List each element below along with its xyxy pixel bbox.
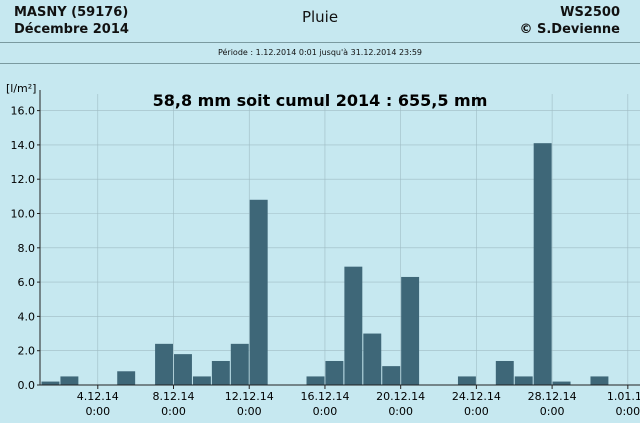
y-tick-label: 14.0 — [11, 139, 36, 152]
device-name: WS2500 — [560, 5, 620, 20]
y-tick-label: 16.0 — [11, 105, 36, 118]
y-tick-label: 0.0 — [18, 379, 36, 392]
bar — [344, 266, 363, 385]
bar — [230, 343, 249, 385]
y-tick-label: 2.0 — [18, 345, 36, 358]
bar — [363, 333, 382, 385]
x-tick-label: 24.12.14 — [452, 390, 501, 403]
period-month: Décembre 2014 — [14, 22, 129, 37]
y-tick-label: 12.0 — [11, 173, 36, 186]
bar — [533, 143, 552, 385]
x-tick-label: 16.12.14 — [300, 390, 349, 403]
y-tick-label: 8.0 — [18, 242, 36, 255]
bar — [60, 376, 79, 385]
x-tick-label: 4.12.14 — [77, 390, 119, 403]
period-bar: Période : 1.12.2014 0:01 jusqu'à 31.12.2… — [0, 42, 640, 64]
bar — [306, 376, 325, 385]
x-tick-time: 0:00 — [615, 405, 640, 418]
bar — [457, 376, 476, 385]
station-name: MASNY (59176) — [14, 5, 129, 20]
bar — [192, 376, 211, 385]
bar — [155, 343, 174, 385]
bar — [325, 360, 344, 385]
bar — [174, 354, 192, 385]
chart-header: MASNY (59176) Décembre 2014 Pluie WS2500… — [0, 0, 640, 64]
bar — [401, 276, 420, 385]
x-tick-time: 0:00 — [237, 405, 262, 418]
y-tick-label: 4.0 — [18, 310, 36, 323]
bars — [41, 143, 609, 385]
copyright: © S.Devienne — [519, 22, 620, 37]
bar — [382, 366, 401, 385]
x-tick-time: 0:00 — [161, 405, 186, 418]
y-tick-label: 6.0 — [18, 276, 36, 289]
chart-title: Pluie — [301, 8, 339, 26]
bar — [495, 360, 514, 385]
y-tick-labels: 0.0 2.0 4.0 6.0 8.0 10.0 12.0 14.0 16.0 — [11, 105, 40, 392]
x-tick-label: 8.12.14 — [153, 390, 195, 403]
x-tick-label: 1.01.15 — [607, 390, 640, 403]
x-tick-labels: 4.12.14 0:00 8.12.14 0:00 12.12.14 0:00 16.12.… — [77, 385, 640, 418]
bar — [514, 376, 533, 385]
y-axis-label: [l/m²] — [6, 82, 36, 95]
x-tick-time: 0:00 — [388, 405, 413, 418]
y-tick-label: 10.0 — [11, 208, 36, 221]
x-tick-time: 0:00 — [313, 405, 338, 418]
x-tick-label: 20.12.14 — [376, 390, 425, 403]
bar — [211, 360, 230, 385]
rain-total-annotation: 58,8 mm soit cumul 2014 : 655,5 mm — [153, 91, 488, 110]
bar — [117, 371, 136, 385]
bar — [552, 381, 571, 385]
x-tick-label: 12.12.14 — [225, 390, 274, 403]
x-tick-time: 0:00 — [85, 405, 110, 418]
x-tick-label: 28.12.14 — [528, 390, 577, 403]
bar — [249, 199, 268, 385]
x-tick-time: 0:00 — [540, 405, 565, 418]
x-tick-time: 0:00 — [464, 405, 489, 418]
bar — [590, 376, 609, 385]
bar — [41, 381, 60, 385]
